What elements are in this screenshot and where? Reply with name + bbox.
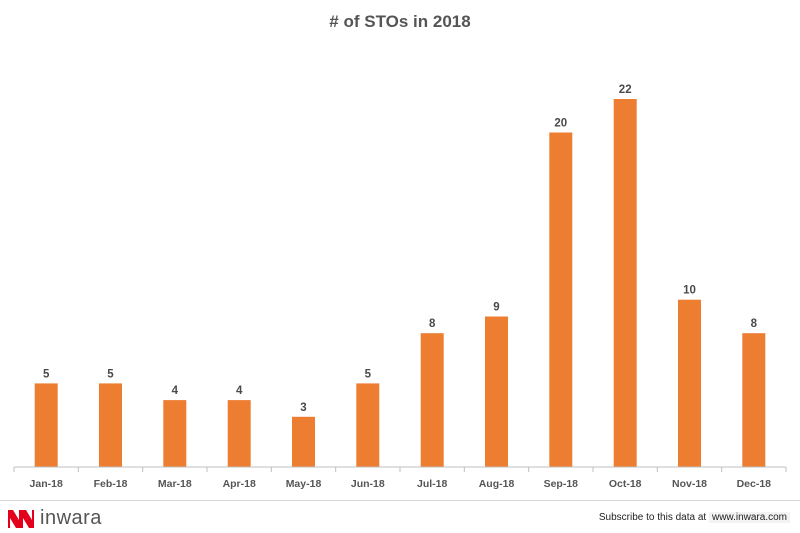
x-tick-label: Dec-18 [737, 478, 772, 490]
x-tick-label: Mar-18 [158, 478, 192, 490]
bar [485, 316, 508, 467]
ticks-layer: Jan-18 Feb-18 Mar-18 Apr-18 May-18 Jun-18 Jul-… [13, 467, 787, 490]
x-tick-label: Apr-18 [223, 478, 256, 490]
data-label: 5 [43, 368, 50, 380]
data-label: 22 [619, 84, 632, 96]
x-tick-label: Jul-18 [417, 478, 448, 490]
x-tick-label: Nov-18 [672, 478, 707, 490]
x-tick-label: Jan-18 [30, 478, 63, 490]
subscribe-text: Subscribe to this data at [598, 512, 707, 523]
bar [227, 400, 251, 467]
brand-logo: inwara [8, 507, 102, 530]
x-tick-label: May-18 [286, 478, 322, 490]
bar [742, 333, 766, 467]
bar-chart: # of STOs in 2018 5 5 4 4 3 5 8 9 20 22 10 8 Jan-18… [13, 12, 787, 490]
subscribe-link[interactable]: www.inwara.com [708, 512, 790, 523]
data-label: 20 [554, 118, 567, 130]
logo-text: inwara [40, 507, 102, 529]
x-tick-label: Sep-18 [544, 478, 579, 490]
x-tick-label: Jun-18 [351, 478, 385, 490]
bar [356, 383, 380, 467]
data-label: 4 [236, 385, 243, 397]
data-label: 3 [300, 402, 306, 414]
chart-title: # of STOs in 2018 [329, 12, 470, 31]
data-label: 5 [107, 368, 114, 380]
bar [613, 99, 637, 467]
data-label: 4 [172, 385, 179, 397]
bar [163, 400, 187, 467]
bar [292, 416, 315, 467]
bar [678, 299, 701, 467]
bar [549, 132, 573, 467]
footer-bar: inwara Subscribe to this data at www.inw… [0, 500, 800, 533]
bar [34, 383, 58, 467]
data-label: 8 [429, 318, 436, 330]
inwara-logo-icon [8, 509, 34, 528]
bar [420, 333, 444, 467]
data-label: 5 [365, 368, 372, 380]
data-label: 9 [493, 302, 499, 314]
x-tick-label: Oct-18 [609, 478, 642, 490]
subscribe-note: Subscribe to this data at www.inwara.com [599, 512, 790, 523]
x-tick-label: Aug-18 [479, 478, 515, 490]
x-tick-label: Feb-18 [94, 478, 128, 490]
data-label: 10 [683, 285, 696, 297]
data-label: 8 [751, 318, 758, 330]
bar [99, 383, 122, 467]
bars-layer: 5 5 4 4 3 5 8 9 20 22 10 8 [34, 84, 766, 467]
